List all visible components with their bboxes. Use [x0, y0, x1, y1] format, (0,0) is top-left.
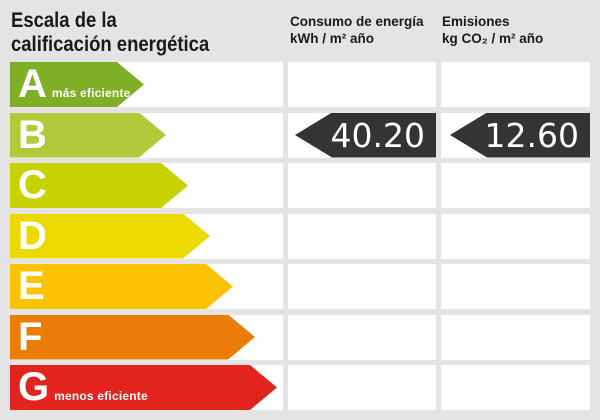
rating-cell-d: D — [10, 213, 283, 259]
consumo-value-arrow: 40.20 — [295, 112, 436, 158]
rating-letter-a: A — [18, 62, 47, 106]
page-title: Escala de la calificación energética — [11, 9, 210, 56]
emisiones-header-line2: kg CO₂ / m² año — [442, 31, 544, 46]
rating-letter-b: B — [18, 112, 47, 157]
emisiones-cell-f — [441, 314, 590, 360]
emisiones-column-header: Emisiones kg CO₂ / m² año — [442, 13, 592, 47]
rating-arrow-f: F — [10, 315, 255, 360]
rating-row-a: A más eficiente — [10, 62, 590, 107]
emisiones-cell-a — [441, 62, 590, 107]
rating-note-least-efficient: menos eficiente — [54, 389, 148, 403]
rating-row-b: B 40.20 12.60 — [10, 112, 590, 158]
rating-cell-a: A más eficiente — [10, 62, 283, 107]
emisiones-value-arrow: 12.60 — [450, 112, 590, 158]
consumo-header-line1: Consumo de energía — [290, 14, 424, 29]
consumo-cell-d — [288, 213, 436, 259]
rating-arrow-a: A más eficiente — [10, 62, 144, 107]
rating-letter-e: E — [18, 264, 45, 308]
rating-row-c: C — [10, 163, 590, 208]
consumo-header-line2: kWh / m² año — [290, 31, 374, 46]
consumo-cell-b: 40.20 — [288, 112, 436, 158]
rating-row-d: D — [10, 213, 590, 259]
consumo-column-header: Consumo de energía kWh / m² año — [290, 13, 438, 47]
rating-arrow-d: D — [10, 214, 210, 259]
consumo-cell-e — [288, 264, 436, 309]
rating-letter-f: F — [18, 314, 43, 359]
rating-cell-e: E — [10, 264, 283, 309]
emisiones-cell-d — [441, 213, 590, 259]
emisiones-cell-c — [441, 163, 590, 208]
rating-arrow-c: C — [10, 163, 188, 208]
emisiones-header-line1: Emisiones — [442, 14, 510, 29]
consumo-cell-f — [288, 314, 436, 360]
rating-row-f: F — [10, 314, 590, 360]
rating-letter-g: G — [18, 365, 50, 409]
rating-cell-f: F — [10, 314, 283, 360]
consumo-cell-c — [288, 163, 436, 208]
rating-cell-b: B — [10, 112, 283, 158]
rating-arrow-g: G menos eficiente — [10, 365, 277, 410]
rating-letter-c: C — [18, 163, 47, 207]
emisiones-cell-e — [441, 264, 590, 309]
rating-letter-d: D — [18, 213, 47, 258]
rating-row-e: E — [10, 264, 590, 309]
emisiones-value: 12.60 — [484, 115, 579, 155]
consumo-value: 40.20 — [330, 115, 425, 155]
emisiones-cell-b: 12.60 — [441, 112, 590, 158]
consumo-cell-a — [288, 62, 436, 107]
rating-cell-c: C — [10, 163, 283, 208]
rating-cell-g: G menos eficiente — [10, 365, 283, 410]
rating-arrow-b: B — [10, 113, 166, 158]
consumo-cell-g — [288, 365, 436, 410]
rating-arrow-e: E — [10, 264, 233, 309]
rating-note-most-efficient: más eficiente — [51, 86, 131, 100]
emisiones-cell-g — [441, 365, 590, 410]
rating-table: A más eficiente B 40.20 12.6 — [10, 62, 590, 410]
rating-row-g: G menos eficiente — [10, 365, 590, 410]
